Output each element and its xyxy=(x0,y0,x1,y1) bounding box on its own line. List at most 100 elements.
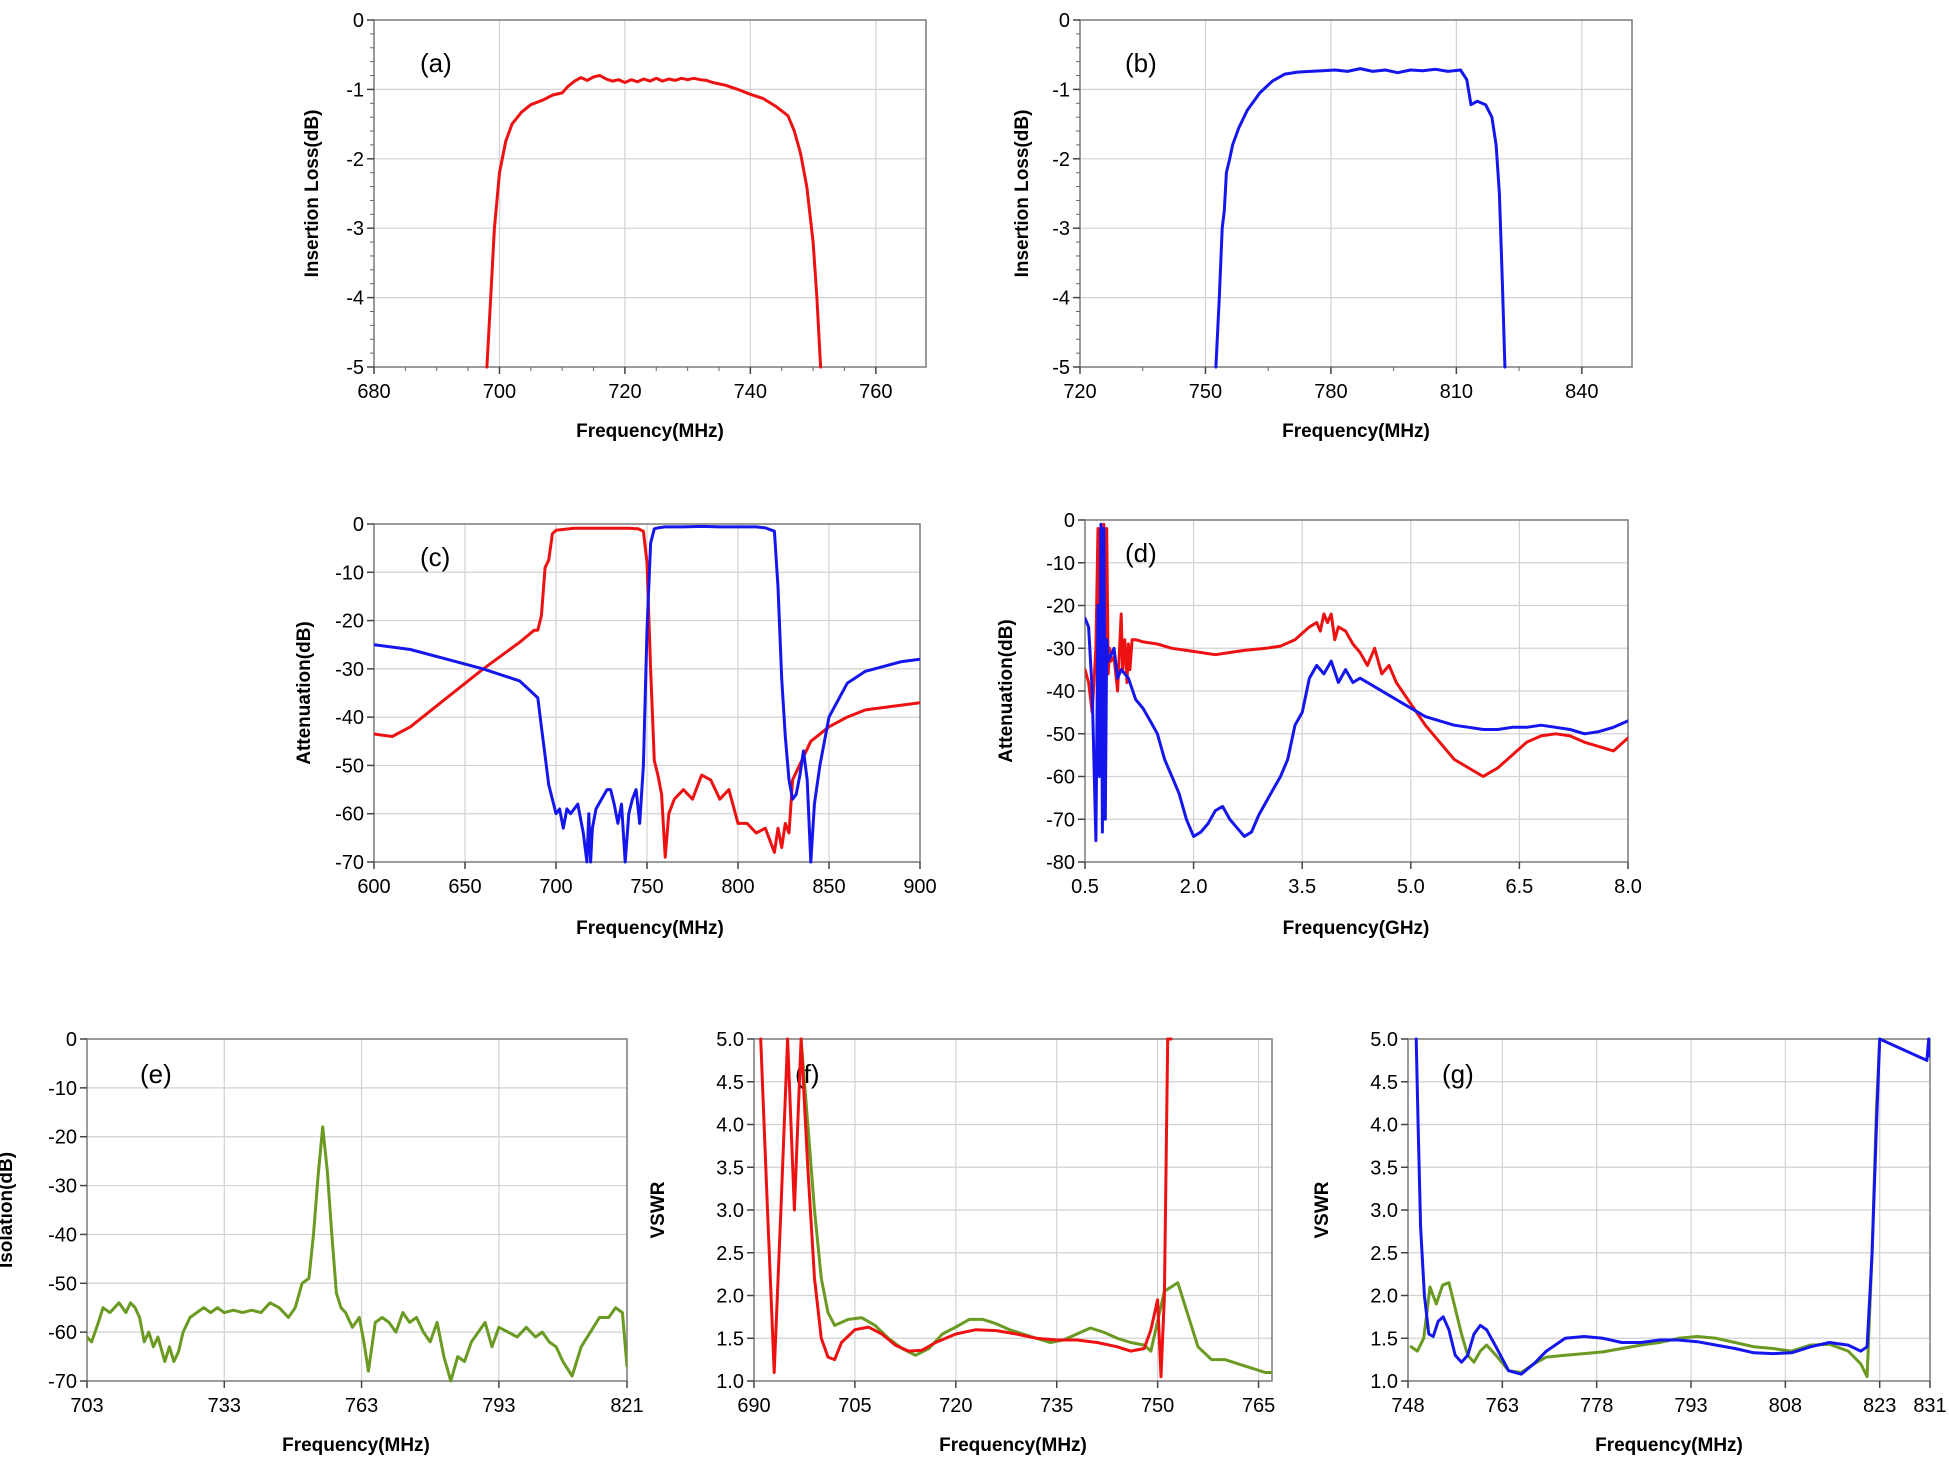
x-tick-label: 650 xyxy=(448,876,481,898)
panel-label: (b) xyxy=(1125,48,1157,78)
y-tick-label: -2 xyxy=(1052,149,1070,171)
y-tick-label: 5.0 xyxy=(716,1029,744,1051)
x-tick-label: 720 xyxy=(608,381,641,403)
chart-d: 0 -10 -20 -30 -40 -50 -60 -70 -800.5 2.0 3.5 5.0 6.5… xyxy=(996,510,1642,939)
x-tick-label: 680 xyxy=(357,381,390,403)
x-axis-label: Frequency(MHz) xyxy=(282,1435,430,1456)
y-tick-label: -10 xyxy=(1046,553,1075,575)
y-tick-label: -3 xyxy=(346,218,364,240)
y-tick-label: 3.0 xyxy=(716,1200,744,1222)
y-tick-label: -20 xyxy=(1046,596,1075,618)
series-line-blue xyxy=(1414,1037,1930,1376)
y-axis-label: Isolation(dB) xyxy=(0,1152,17,1268)
x-tick-label: 831 xyxy=(1913,1395,1946,1417)
x-tick-label: 800 xyxy=(721,876,754,898)
y-tick-label: 3.5 xyxy=(716,1157,744,1179)
x-tick-label: 740 xyxy=(734,381,767,403)
x-axis-label: Frequency(MHz) xyxy=(576,421,724,442)
series-line-blue xyxy=(1214,67,1507,369)
plot-frame xyxy=(86,1038,628,1382)
x-tick-label: 823 xyxy=(1863,1395,1896,1417)
y-tick-label: 3.5 xyxy=(1370,1157,1398,1179)
y-tick-label: 4.0 xyxy=(716,1115,744,1137)
y-tick-label: -1 xyxy=(1052,79,1070,101)
y-axis-label: Attenuation(dB) xyxy=(996,619,1017,763)
y-tick-label: 1.5 xyxy=(716,1328,744,1350)
y-tick-label: 5.0 xyxy=(1370,1029,1398,1051)
y-tick-label: 2.0 xyxy=(716,1286,744,1308)
panel-label: (g) xyxy=(1442,1059,1474,1089)
x-axis-label: Frequency(MHz) xyxy=(939,1435,1087,1456)
y-tick-label: -3 xyxy=(1052,218,1070,240)
y-tick-label: 0 xyxy=(1064,510,1075,532)
y-tick-label: -50 xyxy=(48,1273,77,1295)
y-tick-label: 0 xyxy=(1059,10,1070,32)
x-tick-label: 750 xyxy=(1141,1395,1174,1417)
plot-frame xyxy=(1079,19,1633,368)
chart-f: 1.0 1.5 2.0 2.5 3.0 3.5 4.0 4.5 5.0 690 705 720 735 7… xyxy=(648,1029,1275,1456)
y-tick-label: 0 xyxy=(66,1029,77,1051)
x-tick-label: 2.0 xyxy=(1180,876,1208,898)
x-tick-label: 600 xyxy=(357,876,390,898)
y-tick-label: -5 xyxy=(346,357,364,379)
x-tick-label: 840 xyxy=(1565,381,1598,403)
x-tick-label: 778 xyxy=(1580,1395,1613,1417)
x-axis-label: Frequency(MHz) xyxy=(1595,1435,1743,1456)
y-tick-label: 3.0 xyxy=(1370,1200,1398,1222)
x-tick-label: 748 xyxy=(1391,1395,1424,1417)
y-tick-label: 4.5 xyxy=(1370,1072,1398,1094)
panel-label: (e) xyxy=(140,1059,172,1089)
y-tick-label: -10 xyxy=(48,1078,77,1100)
x-tick-label: 793 xyxy=(1674,1395,1707,1417)
y-tick-label: -40 xyxy=(335,707,364,729)
plot-frame xyxy=(373,19,927,368)
series-line-green xyxy=(799,1037,1272,1374)
series-line-blue xyxy=(374,524,920,864)
y-tick-label: 0 xyxy=(353,10,364,32)
y-tick-label: 4.5 xyxy=(716,1072,744,1094)
panel-label: (d) xyxy=(1125,538,1157,568)
x-tick-label: 733 xyxy=(208,1395,241,1417)
x-tick-label: 700 xyxy=(539,876,572,898)
x-tick-label: 690 xyxy=(737,1395,770,1417)
x-tick-label: 0.5 xyxy=(1071,876,1099,898)
x-tick-label: 750 xyxy=(1189,381,1222,403)
y-axis-label: Insertion Loss(dB) xyxy=(302,110,323,278)
x-tick-label: 703 xyxy=(70,1395,103,1417)
x-tick-label: 705 xyxy=(838,1395,871,1417)
series-line-red xyxy=(1085,522,1628,778)
y-tick-label: -70 xyxy=(335,852,364,874)
y-tick-label: -70 xyxy=(48,1371,77,1393)
x-tick-label: 750 xyxy=(630,876,663,898)
x-tick-label: 900 xyxy=(903,876,936,898)
x-tick-label: 780 xyxy=(1314,381,1347,403)
x-tick-label: 793 xyxy=(482,1395,515,1417)
y-axis-label: VSWR xyxy=(1312,1181,1333,1238)
y-axis-label: Attenuation(dB) xyxy=(294,621,315,765)
y-tick-label: -4 xyxy=(346,288,364,310)
y-tick-label: -4 xyxy=(1052,288,1070,310)
y-tick-label: -10 xyxy=(335,562,364,584)
x-tick-label: 763 xyxy=(1486,1395,1519,1417)
x-tick-label: 735 xyxy=(1040,1395,1073,1417)
x-tick-label: 6.5 xyxy=(1505,876,1533,898)
y-tick-label: -60 xyxy=(335,804,364,826)
y-tick-label: -1 xyxy=(346,79,364,101)
y-tick-label: -30 xyxy=(48,1176,77,1198)
x-tick-label: 763 xyxy=(345,1395,378,1417)
x-tick-label: 760 xyxy=(859,381,892,403)
y-tick-label: -2 xyxy=(346,149,364,171)
x-axis-label: Frequency(MHz) xyxy=(576,918,724,939)
panel-label: (c) xyxy=(420,542,450,572)
x-tick-label: 810 xyxy=(1440,381,1473,403)
series-line-red xyxy=(759,1037,1173,1379)
x-axis-label: Frequency(GHz) xyxy=(1283,918,1430,939)
y-tick-label: -60 xyxy=(1046,767,1075,789)
x-tick-label: 720 xyxy=(1063,381,1096,403)
y-tick-label: 0 xyxy=(353,514,364,536)
